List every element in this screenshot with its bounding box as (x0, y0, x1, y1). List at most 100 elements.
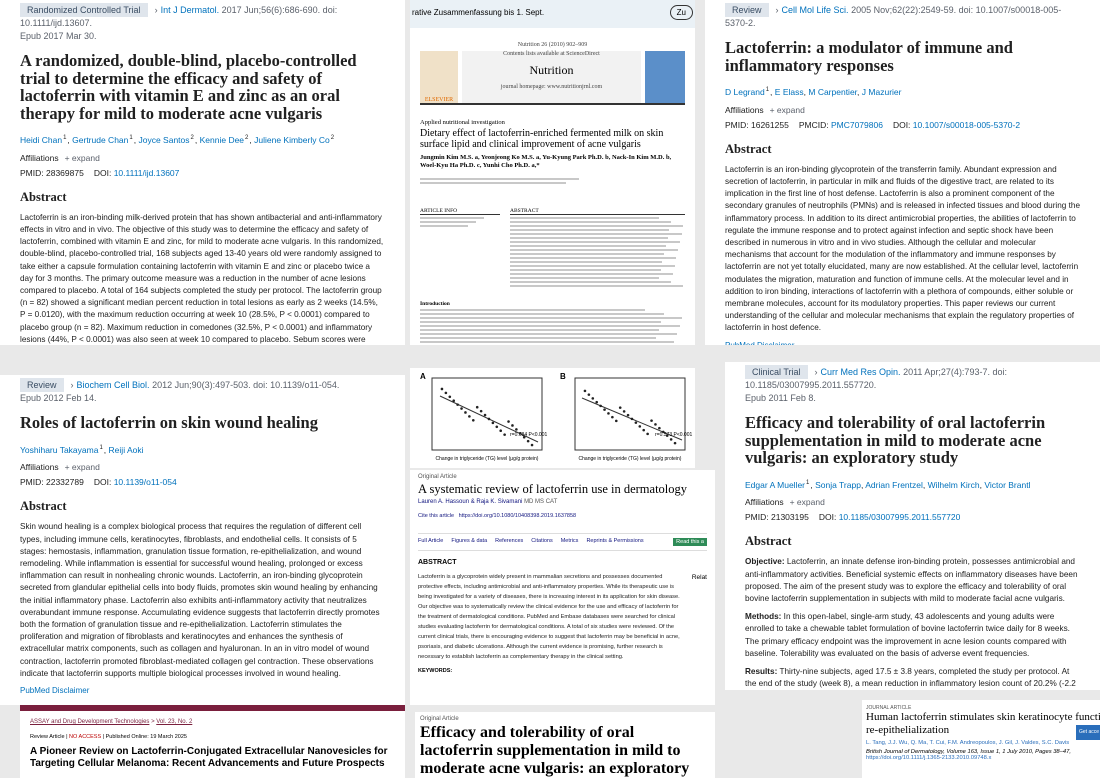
tab[interactable]: Reprints & Permissions (586, 538, 644, 544)
author[interactable]: Reiji Aoki (108, 444, 144, 455)
separator: , (133, 134, 137, 145)
journal[interactable]: ASSAY and Drug Development Technologies (30, 719, 150, 725)
author[interactable]: Joyce Santos (138, 134, 190, 145)
read-button[interactable]: Read this a (673, 538, 707, 546)
chevron: › (814, 367, 818, 377)
id-value[interactable]: 10.1007/s00018-005-5370-2 (912, 119, 1021, 130)
title-text: Human lactoferrin stimulates skin kerati… (866, 711, 1100, 736)
cover (645, 51, 685, 103)
author-affiliation: 1 (806, 479, 810, 486)
authors: D Legrand1, E Elass, M Carpentier, J Maz… (725, 84, 1080, 98)
banner-button[interactable]: Zu (669, 5, 693, 20)
author[interactable]: E Elass (774, 86, 804, 97)
citation: 2011 Apr;27(4):793-7. doi: 10.1185/03007… (745, 367, 1007, 390)
expand[interactable]: + expand (769, 104, 805, 115)
author[interactable]: Heidi Chan (20, 134, 63, 145)
text-line (420, 321, 662, 323)
abstract-text: Lactoferrin is an iron-binding milk-deri… (20, 212, 384, 344)
text-line (510, 233, 682, 235)
id-value[interactable]: 10.1139/o11-054 (113, 477, 177, 488)
journal-link[interactable]: Biochem Cell Biol. (76, 380, 150, 390)
separator: , (857, 86, 860, 97)
text-line (420, 333, 678, 335)
expand[interactable]: + expand (64, 152, 100, 163)
text-line (510, 261, 663, 263)
dot (611, 415, 614, 419)
dot (658, 426, 661, 430)
author[interactable]: Yoshiharu Takayama (20, 444, 99, 455)
author-names[interactable]: Lauren A. Hassoun & Raja K. Sivamani (418, 499, 523, 505)
text-line (420, 341, 675, 343)
abstract-heading: Abstract (725, 141, 772, 156)
doi[interactable]: https://doi.org/10.1080/10408398.2019.16… (458, 513, 577, 519)
expand[interactable]: + expand (64, 462, 100, 473)
identifiers: PMID: 28369875 DOI: 10.1111/ijd.13607 (20, 168, 385, 178)
affiliations: Affiliations + expand (20, 153, 385, 163)
affiliations: Affiliations + expand (745, 497, 1080, 507)
abstract: Lactoferrin is a glycoprotein widely pre… (418, 574, 680, 660)
citation-row: Randomized Controlled Trial › Int J Dermat… (20, 3, 385, 43)
disclaimer[interactable]: PubMed Disclaimer (725, 341, 1080, 345)
epub: Epub 2017 Mar 30. (20, 31, 97, 41)
access-button[interactable]: Get acce (1076, 725, 1100, 740)
expand[interactable]: + expand (789, 497, 825, 508)
volume[interactable]: Vol. 23, No. 2 (156, 719, 193, 725)
cite[interactable]: Cite this article (418, 513, 455, 519)
text-line (510, 269, 661, 271)
identifiers: PMID: 22332789 DOI: 10.1139/o11-054 (20, 477, 385, 487)
author[interactable]: Gertrude Chan (72, 134, 129, 145)
abstract-label: Results: (745, 666, 778, 676)
author[interactable]: D Legrand (725, 86, 765, 97)
abstract-text: Thirty-nine subjects, aged 17.5 ± 3.8 ye… (745, 666, 1076, 689)
abstract-text: In this open-label, single-arm study, 43… (745, 612, 1070, 658)
author[interactable]: Sonja Trapp (815, 479, 861, 490)
dot (583, 389, 587, 393)
pubmed-tile: Review › Biochem Cell Biol. 2012 Jun;90(3)… (0, 375, 405, 705)
affiliations-label: Affiliations (745, 497, 784, 508)
journal-link[interactable]: Curr Med Res Opin. (820, 367, 901, 377)
author[interactable]: J Mazurier (861, 86, 902, 97)
tab[interactable]: Metrics (560, 538, 579, 544)
article-title: A randomized, double-blind, placebo-cont… (20, 51, 357, 123)
author[interactable]: Victor Brantl (984, 479, 1031, 490)
tab[interactable]: Full Article (418, 538, 444, 544)
disclaimer[interactable]: PubMed Disclaimer (20, 685, 90, 695)
author[interactable]: Edgar A Mueller (745, 479, 806, 490)
journal-link[interactable]: Cell Mol Life Sci. (781, 5, 849, 15)
author-affiliation: 1 (99, 444, 103, 451)
dot (673, 441, 677, 445)
id-value[interactable]: 10.1185/03007995.2011.557720 (838, 512, 961, 523)
tab[interactable]: References (495, 538, 524, 544)
author[interactable]: Wilhelm Kirch (927, 479, 980, 490)
tab[interactable]: Figures & data (451, 538, 488, 544)
dot (618, 406, 622, 409)
separator: , (803, 86, 806, 97)
id-value: 28369875 (46, 167, 84, 178)
id-value[interactable]: 10.1111/ijd.13607 (113, 167, 180, 178)
author[interactable]: Kennie Dee (199, 134, 245, 145)
abstract-paragraph: Lactoferrin is an iron-binding milk-deri… (20, 212, 385, 345)
article-title: Roles of lactoferrin on skin wound heali… (20, 413, 318, 432)
doi[interactable]: https://doi.org/10.1111/j.1365-2133.2010… (866, 755, 992, 761)
journal-link[interactable]: Int J Dermatol. (160, 5, 220, 15)
original-tile: Original Article Efficacy and tolerabili… (415, 712, 715, 778)
id-label: DOI: (892, 119, 911, 130)
affiliations-label: Affiliations (20, 462, 59, 473)
id-value[interactable]: PMC7079806 (830, 119, 883, 130)
dot (452, 399, 456, 403)
abstract-paragraph: Objective: Lactoferrin, an innate defens… (745, 556, 1080, 605)
author[interactable]: M Carpentier (808, 86, 858, 97)
separator: , (979, 479, 982, 490)
related: Relat (691, 574, 707, 581)
meta: Review Article | NO ACCESS | Published O… (30, 734, 187, 740)
text-line (510, 237, 668, 239)
tab[interactable]: Citations (531, 538, 553, 544)
banner: rative Zusammenfassung bis 1. Sept. Zu (410, 0, 695, 28)
author[interactable]: Juliene Kimberly Co (254, 134, 330, 145)
abstract-lines (510, 217, 685, 287)
author[interactable]: Adrian Frentzel (865, 479, 923, 490)
journal-header: ELSEVIER Contents lists available at Sci… (420, 51, 685, 105)
separator: , (922, 479, 926, 490)
abstract-heading: Abstract (20, 499, 67, 514)
